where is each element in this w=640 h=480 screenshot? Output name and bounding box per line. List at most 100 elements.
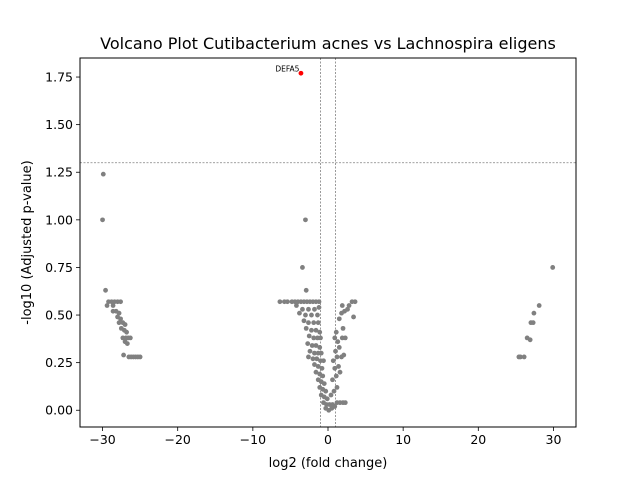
data-point	[312, 306, 317, 312]
data-point	[333, 373, 339, 379]
data-point	[313, 327, 319, 333]
data-point	[332, 335, 338, 341]
data-point	[309, 343, 315, 348]
data-point	[330, 358, 336, 364]
data-point	[124, 341, 130, 347]
data-point	[301, 318, 307, 324]
data-point	[320, 373, 326, 379]
data-point	[122, 322, 128, 327]
data-point	[316, 305, 322, 310]
y-tick-label: 1.25	[45, 165, 73, 180]
data-point	[328, 392, 334, 398]
data-point	[303, 312, 308, 318]
y-tick-label: 1.00	[45, 212, 73, 227]
data-point	[315, 312, 320, 318]
y-tick-label: 0.75	[45, 260, 73, 275]
data-point	[303, 287, 309, 293]
data-point	[303, 217, 308, 223]
data-points	[100, 70, 556, 413]
data-point	[303, 325, 309, 331]
y-tick-label: 1.50	[45, 117, 73, 132]
data-point	[324, 396, 330, 402]
data-point	[311, 335, 317, 341]
data-point	[331, 388, 337, 394]
data-point	[309, 327, 314, 333]
data-point	[336, 345, 342, 350]
x-tick-label: 0	[324, 432, 332, 447]
data-point	[137, 354, 143, 360]
data-point	[124, 329, 129, 335]
data-point	[318, 350, 324, 356]
data-point	[550, 265, 556, 270]
data-point	[315, 320, 321, 326]
data-point	[306, 320, 311, 326]
data-point	[345, 306, 350, 312]
x-tick-label: 30	[546, 432, 562, 447]
threshold-lines	[80, 58, 576, 427]
data-point	[306, 354, 311, 360]
data-point	[352, 299, 358, 305]
data-point	[300, 265, 305, 270]
data-point	[333, 329, 339, 335]
data-point	[121, 352, 126, 358]
data-point	[312, 350, 317, 356]
data-point	[297, 310, 302, 316]
data-point	[340, 325, 346, 331]
y-axis-ticks: 0.00 0.25 0.50 0.75 1.00 1.25 1.50 1.75	[45, 70, 80, 418]
data-point	[104, 303, 110, 308]
data-point	[315, 364, 321, 369]
data-point	[277, 299, 283, 305]
data-point	[100, 171, 106, 177]
data-point	[307, 348, 313, 354]
point-label: DEFA5	[275, 65, 299, 74]
data-point	[306, 306, 311, 312]
data-point	[314, 356, 320, 362]
data-point	[337, 369, 343, 375]
data-point	[342, 400, 348, 406]
data-point	[294, 303, 299, 308]
data-point	[310, 356, 316, 362]
data-point	[318, 335, 323, 341]
data-point	[311, 320, 317, 326]
data-point	[341, 352, 347, 358]
data-point	[342, 335, 348, 341]
data-point	[351, 314, 356, 320]
data-point	[332, 404, 338, 409]
data-point	[336, 364, 341, 369]
data-point	[285, 299, 290, 305]
data-point	[118, 299, 123, 305]
data-point	[333, 348, 338, 354]
data-point	[521, 354, 527, 360]
data-point	[319, 365, 325, 371]
y-axis-title: -log10 (Adjusted p-value)	[20, 160, 35, 324]
data-point	[531, 310, 537, 316]
data-point	[100, 217, 105, 223]
data-point	[330, 377, 335, 383]
y-tick-label: 0.25	[45, 355, 73, 370]
significant-point	[298, 70, 304, 76]
data-point	[313, 343, 319, 348]
data-point	[313, 369, 319, 375]
data-point	[306, 333, 312, 339]
y-tick-label: 0.00	[45, 403, 73, 418]
chart-title: Volcano Plot Cutibacterium acnes vs Lach…	[100, 34, 556, 53]
x-tick-label: −20	[165, 432, 191, 447]
data-point	[527, 337, 533, 343]
data-point	[116, 310, 122, 316]
x-axis-title: log2 (fold change)	[269, 456, 388, 471]
data-point	[305, 341, 311, 347]
data-point	[332, 365, 338, 371]
x-tick-label: 20	[470, 432, 486, 447]
data-point	[110, 303, 116, 308]
data-point	[309, 312, 314, 318]
data-point	[336, 316, 342, 322]
data-point	[116, 320, 122, 326]
x-tick-label: −10	[240, 432, 266, 447]
data-point	[312, 362, 317, 367]
data-point	[127, 335, 133, 341]
data-point	[317, 345, 323, 350]
point-annotations: DEFA5	[275, 65, 299, 74]
data-point	[334, 354, 340, 360]
data-point	[517, 354, 523, 360]
